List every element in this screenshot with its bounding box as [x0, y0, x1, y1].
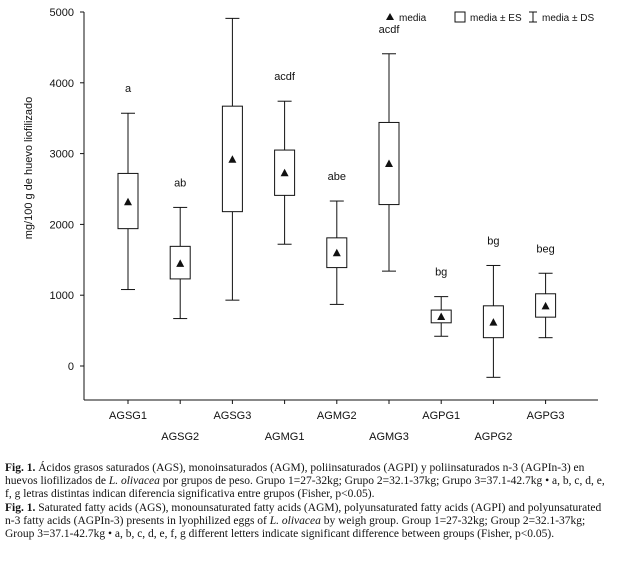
box-group-agsg1: a AGSG1 [109, 83, 147, 422]
category-label: AGPG3 [527, 410, 565, 422]
y-tick-label: 2000 [50, 219, 74, 231]
category-label: AGSG1 [109, 410, 147, 422]
plot-area: a AGSG1 ab AGSG2 acAGSG3 acdf AGMG1 abe AGMG2 acd… [109, 0, 565, 443]
category-label: AGPG2 [474, 431, 512, 443]
category-label: AGMG1 [265, 431, 305, 443]
box-group-agmg3: acdf AGMG3 [369, 24, 409, 443]
significance-label: bg [487, 235, 499, 247]
legend-mean-symbol [386, 13, 394, 20]
significance-label: abe [328, 171, 346, 183]
category-label: AGSG3 [213, 410, 251, 422]
box-group-agmg1: acdf AGMG1 [265, 71, 305, 443]
category-label: AGMG2 [317, 410, 357, 422]
caption-en-text-2: by weigh group. Group 1=27-32kg; Group 2… [5, 514, 586, 541]
caption-es-species: L. olivacea [108, 475, 160, 488]
y-tick-label: 4000 [50, 78, 74, 90]
significance-label: bg [435, 267, 447, 279]
y-tick-label: 0 [68, 361, 74, 373]
figure-caption: Fig. 1. Ácidos grasos saturados (AGS), m… [5, 462, 613, 541]
legend: media media ± ES media ± DS [386, 11, 595, 24]
caption-es-text-2: por grupos de peso. Grupo 1=27-32kg; Gru… [5, 475, 605, 501]
significance-label: beg [536, 243, 554, 255]
box-group-agpg3: beg AGPG3 [527, 243, 565, 422]
significance-label: acdf [379, 24, 401, 36]
mean-marker [489, 318, 498, 326]
axes: 0 1000 2000 3000 4000 5000 [50, 7, 598, 401]
caption-english: Fig. 1. Saturated fatty acids (AGS), mon… [5, 502, 613, 542]
legend-mean-label: media [399, 13, 427, 24]
mean-marker [176, 259, 185, 267]
mean-marker [228, 155, 237, 163]
mean-marker [124, 197, 132, 206]
caption-es-text-1: Ácidos grasos saturados (AGS), monoinsat… [5, 462, 585, 488]
box-group-agsg3: acAGSG3 [213, 0, 251, 422]
mean-marker [280, 168, 289, 177]
y-axis-label: mg/100 g de huevo liofilizado [23, 97, 35, 239]
mean-marker [332, 248, 341, 257]
category-label: AGSG2 [161, 431, 199, 443]
significance-label: a [125, 83, 132, 95]
mean-marker [385, 159, 393, 168]
mean-marker [437, 312, 446, 320]
significance-label: acdf [274, 71, 296, 83]
significance-label: ab [174, 177, 186, 189]
caption-en-label: Fig. 1. [5, 501, 36, 514]
legend-ds-label: media ± DS [542, 13, 595, 24]
caption-en-text-1: Saturated fatty acids (AGS), monounsatur… [5, 501, 602, 527]
legend-es-symbol [454, 11, 466, 23]
legend-es-label: media ± ES [470, 13, 522, 24]
caption-spanish: Fig. 1. Ácidos grasos saturados (AGS), m… [5, 462, 613, 502]
category-label: AGPG1 [422, 410, 460, 422]
box-group-agpg2: bg AGPG2 [474, 235, 512, 443]
y-tick-label: 5000 [50, 7, 74, 19]
box-group-agmg2: abe AGMG2 [317, 171, 357, 422]
mean-marker [541, 301, 550, 310]
y-tick-label: 1000 [50, 290, 74, 302]
box-group-agpg1: bg AGPG1 [422, 267, 460, 422]
category-label: AGMG3 [369, 431, 409, 443]
caption-es-label: Fig. 1. [5, 462, 36, 474]
y-tick-label: 3000 [50, 149, 74, 161]
caption-en-species: L. olivacea [269, 514, 321, 527]
box-group-agsg2: ab AGSG2 [161, 177, 199, 443]
